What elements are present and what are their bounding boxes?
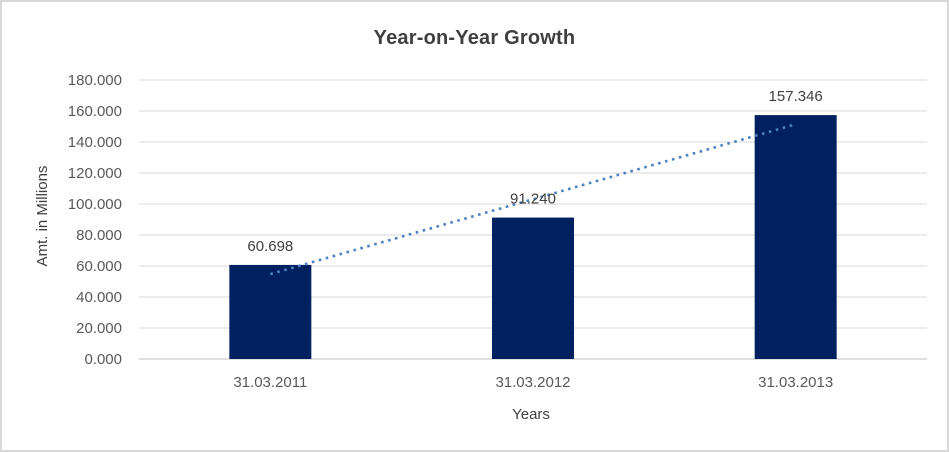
y-tick-label: 20.000 [76, 320, 122, 337]
y-tick-label: 160.000 [68, 103, 122, 120]
x-category-label: 31.03.2012 [495, 374, 570, 391]
trendline[interactable] [269, 123, 797, 276]
y-tick-label: 0.000 [84, 351, 122, 368]
bar-data-label: 91.240 [510, 191, 556, 208]
y-tick-label: 180.000 [68, 72, 122, 89]
y-tick-label: 100.000 [68, 196, 122, 213]
y-tick-label: 120.000 [68, 165, 122, 182]
chart-title: Year-on-Year Growth [373, 27, 576, 49]
x-axis-title: Years [512, 406, 550, 423]
y-tick-label: 40.000 [76, 289, 122, 306]
bar-data-label: 60.698 [247, 238, 293, 255]
bar-data-label: 157.346 [769, 88, 823, 105]
y-tick-label: 60.000 [76, 258, 122, 275]
y-tick-label: 140.000 [68, 134, 122, 151]
y-tick-label: 80.000 [76, 227, 122, 244]
x-category-label: 31.03.2013 [758, 374, 833, 391]
x-category-label: 31.03.2011 [233, 374, 307, 391]
bar[interactable] [492, 217, 574, 359]
bar[interactable] [229, 264, 312, 359]
bar[interactable] [754, 115, 837, 359]
